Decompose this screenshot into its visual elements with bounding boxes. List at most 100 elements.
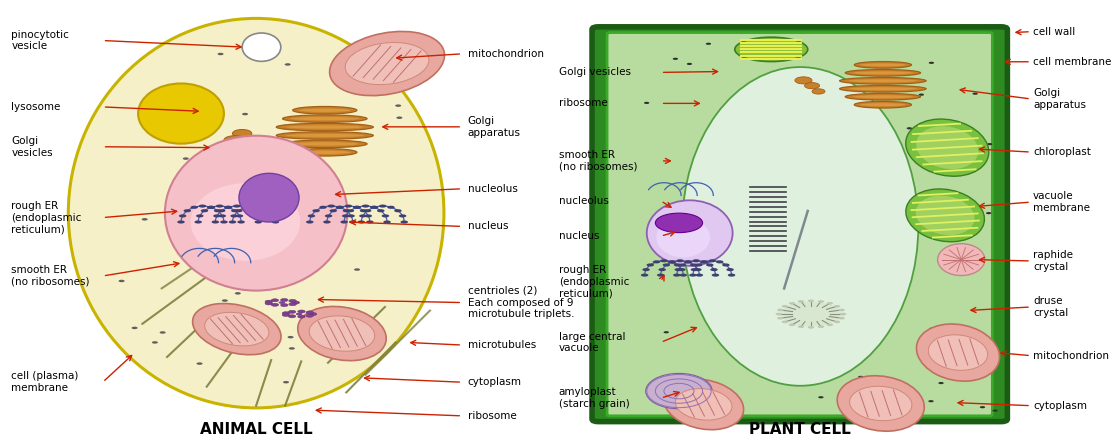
Circle shape [366,221,374,223]
Circle shape [701,260,709,263]
Ellipse shape [646,373,712,409]
Circle shape [225,206,232,209]
Ellipse shape [906,189,984,242]
Circle shape [289,347,295,350]
Text: Golgi
apparatus: Golgi apparatus [467,116,521,138]
Ellipse shape [846,70,921,76]
Circle shape [673,58,678,60]
Circle shape [189,201,196,203]
Circle shape [948,147,953,150]
Circle shape [325,181,332,183]
Circle shape [216,205,223,208]
Circle shape [775,313,782,315]
Text: ANIMAL CELL: ANIMAL CELL [199,422,312,436]
Circle shape [280,298,288,301]
Circle shape [986,212,991,214]
Ellipse shape [329,32,445,95]
Circle shape [289,299,297,302]
Circle shape [340,221,348,223]
Text: cytoplasm: cytoplasm [1033,400,1088,411]
Circle shape [221,221,227,223]
Ellipse shape [239,173,299,222]
Circle shape [329,209,337,212]
Circle shape [782,321,788,323]
Circle shape [795,77,812,84]
Circle shape [265,300,272,303]
Circle shape [922,196,927,198]
Ellipse shape [646,200,732,266]
Text: raphide
crystal: raphide crystal [1033,250,1073,272]
Circle shape [706,43,711,45]
Circle shape [239,137,256,144]
Ellipse shape [735,37,808,62]
Circle shape [379,205,386,208]
Circle shape [312,209,320,212]
Circle shape [930,328,935,330]
Circle shape [781,301,841,326]
Circle shape [198,205,206,208]
Circle shape [694,263,702,266]
Circle shape [679,263,687,266]
Ellipse shape [840,78,926,84]
Circle shape [355,321,361,323]
Ellipse shape [848,79,917,82]
Circle shape [353,206,361,209]
Ellipse shape [309,316,375,351]
Circle shape [928,400,934,402]
Circle shape [680,274,687,277]
Circle shape [818,300,824,303]
Circle shape [694,268,701,271]
Text: mitochondrion: mitochondrion [1033,351,1109,361]
Circle shape [812,89,825,94]
Ellipse shape [286,134,364,137]
Circle shape [270,214,278,218]
Circle shape [777,309,784,311]
Circle shape [711,274,719,277]
Circle shape [336,206,343,209]
Text: PLANT CELL: PLANT CELL [749,422,851,436]
Text: lysosome: lysosome [11,102,60,112]
Circle shape [282,312,290,315]
Circle shape [992,409,998,412]
Circle shape [233,130,252,138]
Ellipse shape [282,140,367,148]
Text: Golgi vesicles: Golgi vesicles [559,67,631,77]
Ellipse shape [840,85,926,92]
Circle shape [190,206,198,209]
Circle shape [214,209,222,212]
Circle shape [271,303,279,306]
Text: smooth ER
(no ribosomes): smooth ER (no ribosomes) [559,150,637,172]
Circle shape [288,310,296,313]
Text: ribosome: ribosome [559,99,607,108]
Circle shape [364,214,372,218]
Ellipse shape [852,71,913,74]
Ellipse shape [848,87,917,90]
Circle shape [673,274,681,277]
Circle shape [716,260,724,263]
Circle shape [309,313,317,316]
FancyBboxPatch shape [592,27,1007,422]
Ellipse shape [860,63,906,66]
Circle shape [939,382,944,384]
Ellipse shape [916,195,974,235]
Circle shape [347,214,355,218]
Circle shape [265,209,273,212]
Circle shape [683,260,691,263]
Circle shape [336,206,344,209]
Circle shape [237,221,245,223]
Text: rough ER
(endoplasmic
reticulum): rough ER (endoplasmic reticulum) [559,265,629,298]
Circle shape [395,104,401,107]
Text: nucleolus: nucleolus [467,184,517,194]
Ellipse shape [292,107,357,114]
Circle shape [195,221,202,223]
Circle shape [306,221,314,223]
Ellipse shape [682,67,918,386]
Circle shape [383,221,391,223]
Circle shape [324,221,330,223]
Circle shape [345,205,352,208]
Circle shape [343,209,351,212]
Ellipse shape [291,142,358,146]
Circle shape [269,331,276,333]
Circle shape [674,263,681,266]
Circle shape [818,325,824,328]
